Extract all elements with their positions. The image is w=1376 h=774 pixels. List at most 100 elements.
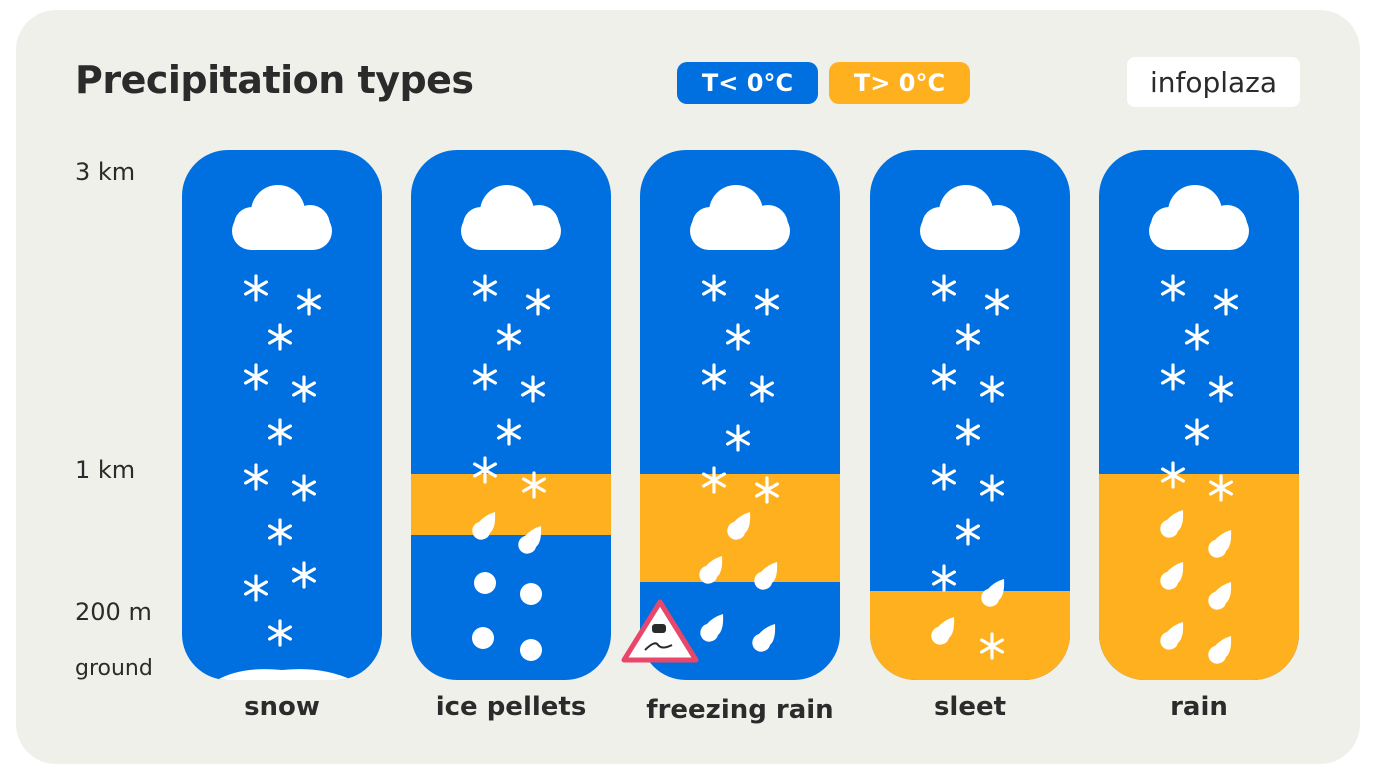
snowflake-icon xyxy=(932,274,956,302)
snowflake-icon xyxy=(956,323,980,351)
snowflake-stroke xyxy=(956,329,980,345)
label-snow: snow xyxy=(244,692,320,722)
snowflake-stroke xyxy=(244,469,268,485)
snowflake-stroke xyxy=(268,329,292,345)
raindrop-icon xyxy=(1208,582,1232,610)
cloud-puff xyxy=(290,205,330,245)
snowflake-icon xyxy=(956,518,980,546)
snowflake-stroke xyxy=(1161,280,1185,296)
altitude-ground: ground xyxy=(75,656,153,681)
snowflake-icon xyxy=(526,288,550,316)
raindrop-icon xyxy=(727,512,751,540)
cloud-puff xyxy=(692,207,728,243)
snowflake-icon xyxy=(497,418,521,446)
raindrop-icon xyxy=(754,562,778,590)
snowflake-stroke xyxy=(292,480,316,496)
snowflake-icon xyxy=(726,323,750,351)
cloud-icon xyxy=(690,185,790,250)
snowflake-icon xyxy=(473,363,497,391)
label-rain: rain xyxy=(1170,692,1228,722)
snowflake-stroke xyxy=(292,381,316,397)
snowflake-stroke xyxy=(702,369,726,385)
cloud-puff xyxy=(978,205,1018,245)
snowflake-stroke xyxy=(526,294,550,310)
snowflake-icon xyxy=(292,375,316,403)
snowflake-stroke xyxy=(244,580,268,596)
snowflake-stroke xyxy=(473,462,497,478)
warm-layer xyxy=(870,591,1070,680)
altitude-200m: 200 m xyxy=(75,598,152,626)
raindrop-icon xyxy=(931,617,955,645)
snowflake-stroke xyxy=(726,329,750,345)
snowflake-icon xyxy=(1185,323,1209,351)
snowflake-stroke xyxy=(755,294,779,310)
raindrop-icon xyxy=(472,512,496,540)
snowflake-icon xyxy=(702,274,726,302)
snowflake-stroke xyxy=(702,472,726,488)
snowflake-icon xyxy=(244,363,268,391)
snowflake-icon xyxy=(980,474,1004,502)
snowflake-stroke xyxy=(726,430,750,446)
column-freezing-rain xyxy=(640,150,840,680)
snowflake-icon xyxy=(1161,363,1185,391)
snowflake-stroke xyxy=(980,480,1004,496)
raindrop-icon xyxy=(752,624,776,652)
snowflake-icon xyxy=(980,375,1004,403)
legend-below-zero: T< 0°C xyxy=(677,62,818,104)
snowflake-icon xyxy=(244,574,268,602)
snowflake-icon xyxy=(292,561,316,589)
cloud-icon xyxy=(461,185,561,250)
cloud-puff xyxy=(519,205,559,245)
ice-pellet-icon xyxy=(520,639,542,661)
snowflake-icon xyxy=(473,456,497,484)
snowflake-icon xyxy=(268,418,292,446)
snowflake-stroke xyxy=(473,280,497,296)
snowflake-stroke xyxy=(1185,424,1209,440)
ice-pellet-icon xyxy=(520,583,542,605)
snowflake-stroke xyxy=(268,625,292,641)
snowflake-stroke xyxy=(521,381,545,397)
legend-above-zero: T> 0°C xyxy=(829,62,970,104)
page-title: Precipitation types xyxy=(75,58,474,102)
cloud-puff xyxy=(1151,207,1187,243)
snowflake-stroke xyxy=(1209,381,1233,397)
raindrop-icon xyxy=(699,556,723,584)
altitude-3km: 3 km xyxy=(75,158,136,186)
snowflake-icon xyxy=(1161,461,1185,489)
snowflake-stroke xyxy=(522,477,546,493)
column-ice-pellets xyxy=(411,150,611,680)
snowflake-stroke xyxy=(985,294,1009,310)
slippery-road-warning-icon xyxy=(621,599,699,663)
snowflake-icon xyxy=(1161,274,1185,302)
infoplaza-logo: infoplaza xyxy=(1127,57,1300,107)
cloud-icon xyxy=(920,185,1020,250)
snowflake-icon xyxy=(726,424,750,452)
snowflake-stroke xyxy=(956,524,980,540)
snowflake-icon xyxy=(702,363,726,391)
snowflake-stroke xyxy=(292,567,316,583)
raindrop-icon xyxy=(981,579,1005,607)
label-ice-pellets: ice pellets xyxy=(435,692,587,722)
snowflake-stroke xyxy=(1185,329,1209,345)
snowflake-stroke xyxy=(473,369,497,385)
snowflake-icon xyxy=(755,476,779,504)
snowflake-stroke xyxy=(750,381,774,397)
snowflake-icon xyxy=(268,619,292,647)
cloud-icon xyxy=(1149,185,1249,250)
snowflake-icon xyxy=(932,363,956,391)
raindrop-icon xyxy=(1208,636,1232,664)
snowflake-icon xyxy=(1209,375,1233,403)
snowflake-stroke xyxy=(244,280,268,296)
snowflake-stroke xyxy=(980,638,1004,654)
snowflake-stroke xyxy=(1161,467,1185,483)
cloud-puff xyxy=(1207,205,1247,245)
snowflake-icon xyxy=(497,323,521,351)
ice-pellet-icon xyxy=(472,627,494,649)
snowflake-stroke xyxy=(755,482,779,498)
snowflake-icon xyxy=(980,632,1004,660)
snowflake-stroke xyxy=(244,369,268,385)
warm-layer xyxy=(411,474,611,535)
snowflake-stroke xyxy=(932,570,956,586)
snowflake-icon xyxy=(244,463,268,491)
